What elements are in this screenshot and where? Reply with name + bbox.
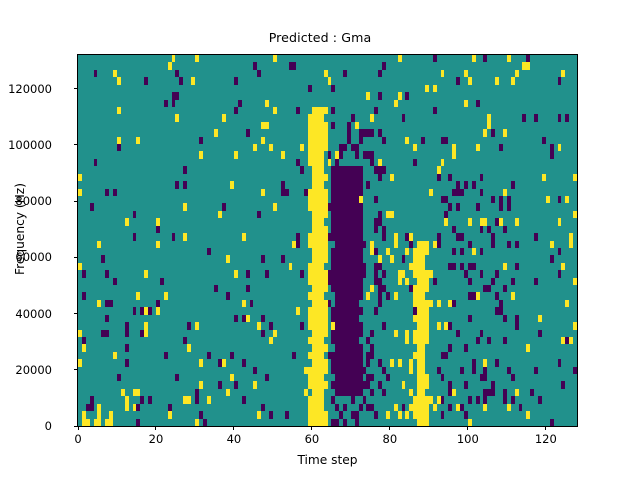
- y-axis-label: Frequency (Hz): [13, 183, 27, 275]
- x-tick-label: 100: [456, 432, 479, 446]
- y-tick-mark: [73, 88, 77, 90]
- y-tick-label: 60000: [15, 250, 52, 265]
- x-tick-mark: [311, 426, 313, 430]
- y-tick-mark: [73, 144, 77, 146]
- x-tick-label: 120: [534, 432, 557, 446]
- y-tick-label: 0: [44, 419, 52, 433]
- x-tick-label: 0: [74, 432, 82, 446]
- y-tick-mark: [73, 256, 77, 258]
- y-tick-label: 80000: [15, 194, 52, 209]
- y-tick-label: 20000: [15, 362, 52, 377]
- y-tick-mark: [73, 369, 77, 371]
- page-title: Predicted : Gma: [268, 30, 372, 45]
- heatmap-plot-area: [77, 54, 578, 427]
- y-tick-mark: [73, 313, 77, 315]
- x-tick-mark: [233, 426, 235, 430]
- y-tick-mark: [73, 425, 77, 427]
- x-tick-mark: [545, 426, 547, 430]
- heatmap-image: [78, 55, 577, 426]
- x-tick-mark: [155, 426, 157, 430]
- x-tick-label: 40: [226, 432, 242, 446]
- x-axis-label: Time step: [297, 453, 358, 467]
- y-tick-label: 120000: [8, 81, 52, 96]
- x-tick-mark: [77, 426, 79, 430]
- x-tick-label: 20: [148, 432, 164, 446]
- y-tick-label: 40000: [15, 306, 52, 321]
- x-tick-label: 60: [304, 432, 320, 446]
- y-tick-mark: [73, 200, 77, 202]
- x-tick-label: 80: [382, 432, 398, 446]
- y-tick-label: 100000: [8, 137, 52, 152]
- x-tick-mark: [389, 426, 391, 430]
- x-tick-mark: [467, 426, 469, 430]
